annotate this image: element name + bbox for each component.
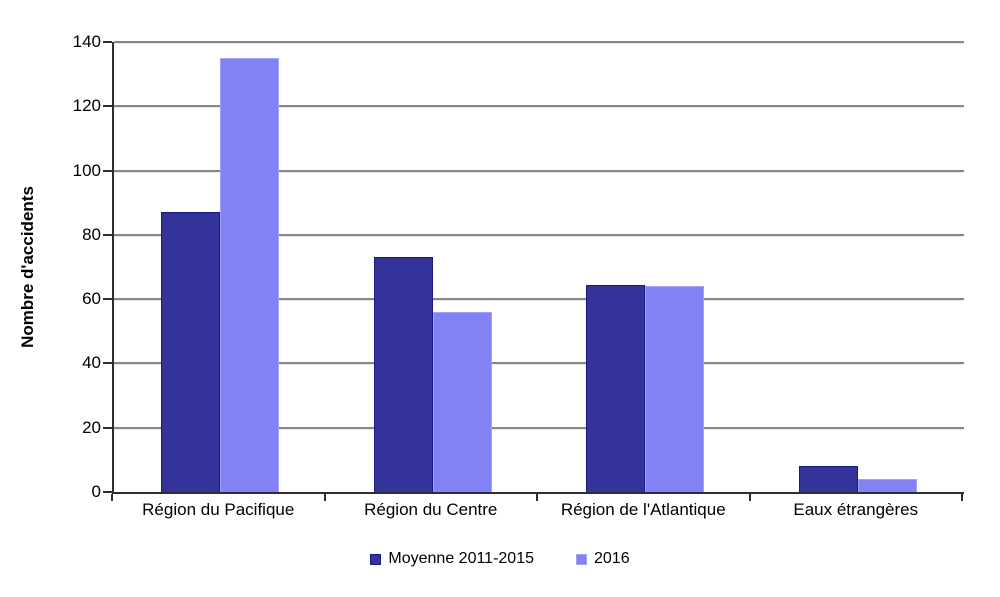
- bar-s1-2: [645, 286, 705, 492]
- gridline-120: [114, 105, 964, 109]
- gridline-60: [114, 298, 964, 302]
- y-tick-label-60: 60: [82, 289, 101, 309]
- y-tick-label-40: 40: [82, 353, 101, 373]
- y-tick-label-140: 140: [72, 32, 101, 51]
- y-tick-label-0: 0: [91, 482, 101, 501]
- x-axis-tick: [323, 494, 326, 501]
- legend: Moyenne 2011-2015 2016: [0, 550, 1000, 568]
- x-category-label-3: Eaux étrangères: [793, 500, 919, 519]
- y-axis-tick: [103, 41, 112, 43]
- x-category-label-0: Région du Pacifique: [142, 500, 295, 519]
- legend-swatch-icon: [576, 553, 587, 565]
- legend-item-1: 2016: [576, 550, 630, 568]
- bar-moyenne-0: [161, 212, 221, 492]
- y-axis-tick: [103, 298, 112, 301]
- y-axis-tick: [103, 169, 112, 172]
- x-axis-tick: [536, 494, 538, 501]
- legend-label: Moyenne 2011-2015: [388, 550, 534, 567]
- bar-s1-3: [857, 479, 917, 492]
- gridline-40: [114, 362, 964, 366]
- gridline-140: [114, 41, 964, 44]
- bar-s1-1: [432, 312, 492, 492]
- x-category-label-2: Région de l'Atlantique: [560, 500, 726, 519]
- x-axis-tick: [111, 494, 113, 501]
- bar-s1-0: [220, 58, 280, 492]
- y-axis-title: Nombre d'accidents: [18, 186, 37, 348]
- y-axis-tick: [103, 233, 112, 236]
- y-tick-label-20: 20: [82, 417, 101, 437]
- x-axis-tick: [748, 494, 751, 501]
- y-axis-tick: [103, 491, 112, 493]
- x-axis-tick: [961, 494, 963, 501]
- gridline-80: [114, 233, 964, 237]
- legend-label: 2016: [594, 550, 630, 567]
- gridline-20: [114, 426, 964, 430]
- legend-item-0: Moyenne 2011-2015: [370, 550, 534, 568]
- x-category-label-1: Région du Centre: [364, 500, 498, 519]
- bar-moyenne-3: [798, 466, 858, 492]
- bar-moyenne-1: [373, 257, 433, 492]
- plot-area: [112, 41, 964, 494]
- y-tick-label-80: 80: [82, 224, 101, 244]
- y-tick-label-120: 120: [72, 96, 101, 116]
- y-axis-tick: [103, 426, 112, 429]
- y-axis-tick: [103, 362, 112, 365]
- legend-swatch-icon: [370, 553, 382, 565]
- y-tick-label-100: 100: [72, 160, 101, 180]
- bar-moyenne-2: [586, 285, 646, 492]
- y-axis-tick: [103, 105, 112, 108]
- gridline-100: [114, 169, 964, 173]
